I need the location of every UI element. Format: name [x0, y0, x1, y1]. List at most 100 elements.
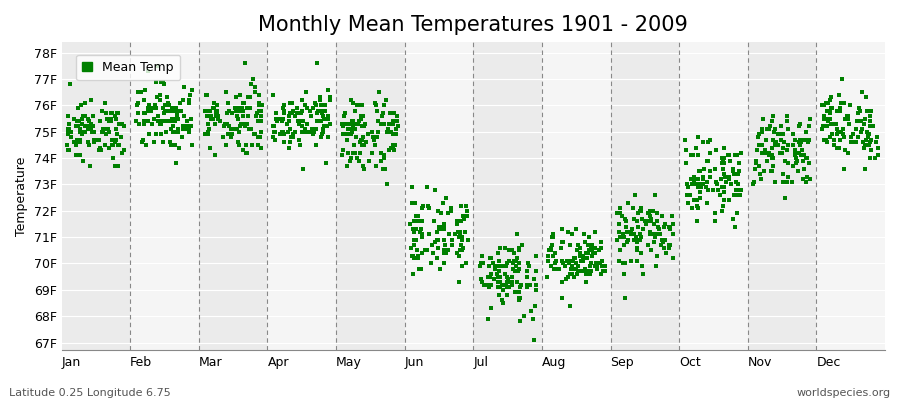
Point [511, 266, 526, 272]
Point [595, 258, 609, 264]
Point [570, 271, 584, 277]
Point [482, 284, 496, 290]
Point [365, 128, 380, 135]
Point [513, 318, 527, 325]
Point [459, 202, 473, 209]
Point [685, 205, 699, 211]
Point [840, 113, 854, 119]
Point [162, 108, 176, 114]
Point [492, 258, 507, 264]
Point [379, 97, 393, 103]
Point [135, 139, 149, 146]
Point [300, 128, 314, 135]
Point [174, 108, 188, 114]
Point [247, 131, 261, 138]
Point [785, 178, 799, 185]
Point [664, 213, 679, 219]
Point [746, 178, 760, 185]
Point [504, 247, 518, 254]
Point [459, 260, 473, 267]
Point [199, 92, 213, 98]
Point [354, 136, 368, 143]
Point [491, 274, 505, 280]
Point [105, 136, 120, 143]
Point [850, 134, 865, 140]
Point [374, 113, 389, 119]
Point [687, 178, 701, 185]
Point [615, 213, 629, 219]
Point [148, 102, 162, 108]
Point [277, 131, 292, 138]
Point [154, 131, 168, 138]
Point [239, 105, 254, 111]
Point [387, 142, 401, 148]
Point [590, 266, 604, 272]
Point [791, 123, 806, 130]
Point [791, 150, 806, 156]
Point [732, 168, 746, 174]
Bar [199, 42, 267, 350]
Point [176, 123, 190, 130]
Point [727, 171, 742, 177]
Point [749, 158, 763, 164]
Point [239, 150, 254, 156]
Point [500, 276, 515, 282]
Point [208, 152, 222, 159]
Point [108, 113, 122, 119]
Point [700, 158, 715, 164]
Point [409, 200, 423, 206]
Point [496, 287, 510, 293]
Point [657, 244, 671, 251]
Point [444, 208, 458, 214]
Point [733, 160, 747, 166]
Point [644, 231, 658, 238]
Point [624, 231, 638, 238]
Point [242, 94, 256, 101]
Point [820, 139, 834, 146]
Point [337, 113, 351, 119]
Point [505, 274, 519, 280]
Point [696, 139, 710, 146]
Point [225, 131, 239, 138]
Point [104, 142, 119, 148]
Point [377, 121, 392, 127]
Point [144, 108, 158, 114]
Point [800, 136, 814, 143]
Point [344, 131, 358, 138]
Point [575, 268, 590, 274]
Point [352, 118, 366, 124]
Point [452, 279, 466, 285]
Bar [748, 42, 816, 350]
Point [233, 121, 248, 127]
Point [500, 279, 515, 285]
Point [690, 176, 705, 182]
Point [765, 152, 779, 159]
Point [480, 281, 494, 288]
Point [508, 289, 523, 296]
Point [168, 128, 183, 135]
Point [488, 263, 502, 269]
Point [460, 213, 474, 219]
Point [752, 142, 767, 148]
Point [93, 136, 107, 143]
Point [165, 115, 179, 122]
Point [201, 121, 215, 127]
Point [495, 281, 509, 288]
Point [520, 274, 535, 280]
Point [145, 105, 159, 111]
Point [378, 166, 392, 172]
Point [579, 250, 593, 256]
Point [454, 218, 468, 224]
Point [273, 115, 287, 122]
Point [210, 110, 224, 116]
Point [788, 136, 802, 143]
Point [82, 118, 96, 124]
Point [336, 131, 350, 138]
Point [843, 102, 858, 108]
Point [828, 121, 842, 127]
Point [689, 144, 704, 151]
Point [354, 113, 368, 119]
Point [859, 94, 873, 101]
Point [549, 258, 563, 264]
Point [488, 266, 502, 272]
